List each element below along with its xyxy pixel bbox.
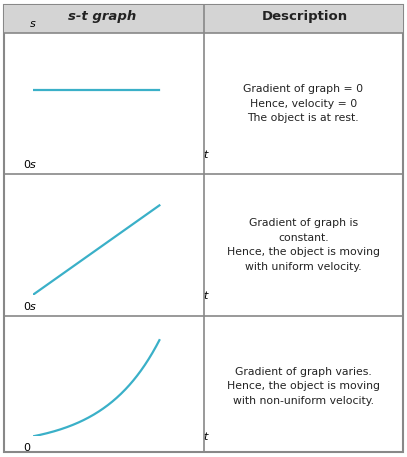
Text: $t$: $t$ [203, 148, 209, 159]
Text: $s$: $s$ [29, 19, 36, 29]
Text: $t$: $t$ [203, 289, 209, 301]
Text: s-t graph: s-t graph [68, 10, 136, 23]
Text: 0: 0 [23, 160, 30, 170]
Bar [4, 5, 403, 33]
Text: 0: 0 [23, 302, 30, 312]
Text: Description: Description [262, 10, 348, 23]
Text: $s$: $s$ [29, 160, 36, 170]
Text: Gradient of graph varies.
Hence, the object is moving
with non-uniform velocity.: Gradient of graph varies. Hence, the obj… [227, 367, 380, 406]
Text: $s$: $s$ [29, 302, 36, 312]
Text: Gradient of graph = 0
Hence, velocity = 0
The object is at rest.: Gradient of graph = 0 Hence, velocity = … [243, 84, 363, 123]
Text: $t$: $t$ [203, 430, 209, 442]
Text: Gradient of graph is
constant.
Hence, the object is moving
with uniform velocity: Gradient of graph is constant. Hence, th… [227, 218, 380, 271]
Text: 0: 0 [23, 443, 30, 453]
